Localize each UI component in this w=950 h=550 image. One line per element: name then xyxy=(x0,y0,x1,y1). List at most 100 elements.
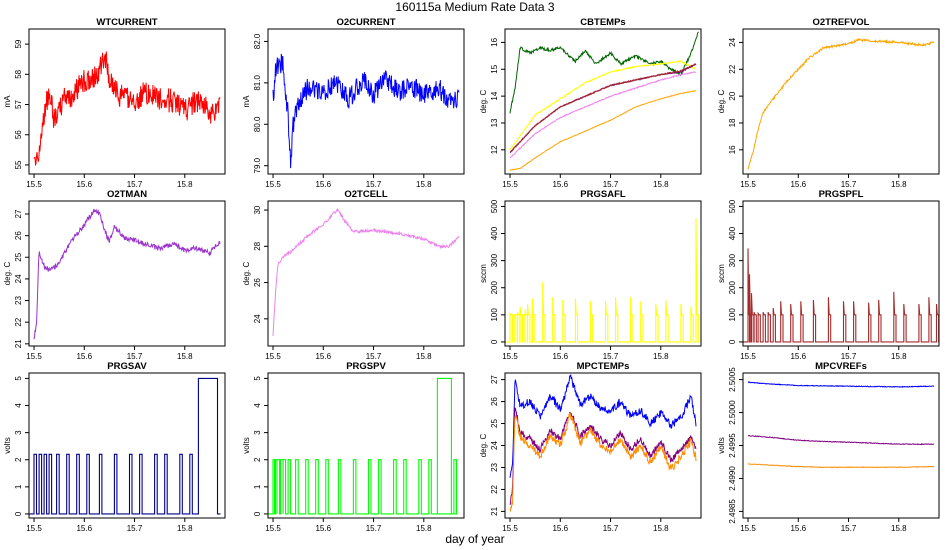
y-axis-label: deg. C xyxy=(3,261,12,285)
y-tick-label: 30 xyxy=(253,205,262,214)
y-tick-label: 2.5005 xyxy=(728,367,737,392)
y-tick-label: 25 xyxy=(490,419,499,428)
y-axis: 24 26 28 30 xyxy=(253,205,268,323)
y-tick-label: 0 xyxy=(253,511,262,516)
series-cb-yellow xyxy=(509,59,697,150)
series-vref-orange xyxy=(747,463,935,469)
panel-o2trefvol: O2TREFVOL 15.5 15.6 15.7 15.8 16 18 20 22 24 deg. … xyxy=(717,17,940,189)
y-axis-label: volts xyxy=(3,437,12,453)
x-tick-label: 15.6 xyxy=(790,180,806,189)
series-wtcurrent xyxy=(33,50,221,167)
x-tick-label: 15.7 xyxy=(127,180,143,189)
x-axis: 15.5 15.6 15.7 15.8 xyxy=(26,518,193,533)
plot-frame xyxy=(742,372,940,519)
y-tick-label: 100 xyxy=(728,308,737,322)
x-tick-label: 15.7 xyxy=(366,352,382,361)
plot-frame xyxy=(28,372,226,519)
data-series-group xyxy=(509,31,699,171)
x-tick-label: 15.7 xyxy=(841,524,857,533)
y-tick-label: 22 xyxy=(490,484,499,493)
y-tick-label: 22 xyxy=(14,317,23,326)
y-tick-label: 300 xyxy=(728,253,737,267)
y-tick-label: 3 xyxy=(14,430,23,435)
panel-o2tcell: O2TCELL 15.5 15.6 15.7 15.8 24 26 28 30 deg. C xyxy=(242,189,465,361)
x-tick-label: 15.6 xyxy=(315,180,331,189)
y-tick-label: 300 xyxy=(490,253,499,267)
x-tick-label: 15.8 xyxy=(416,180,432,189)
y-axis-label: deg. C xyxy=(479,89,488,113)
series-cb-green xyxy=(509,31,699,114)
panel-title: PRGSAFL xyxy=(580,189,626,200)
y-axis-label: mA xyxy=(3,95,12,108)
plot-frame xyxy=(504,200,702,347)
y-tick-label: 18 xyxy=(728,118,737,127)
x-tick-label: 15.6 xyxy=(552,180,568,189)
panel-wtcurrent: WTCURRENT 15.5 15.6 15.7 15.8 55 56 57 58 59 mA xyxy=(3,17,226,189)
x-tick-label: 15.7 xyxy=(127,524,143,533)
x-tick-label: 15.7 xyxy=(127,352,143,361)
x-tick-label: 15.8 xyxy=(653,352,669,361)
series-prgsav xyxy=(29,377,221,515)
y-axis: 79.0 80.0 81.0 82.0 xyxy=(253,33,268,174)
y-tick-label: 23 xyxy=(490,462,499,471)
y-tick-label: 21 xyxy=(490,506,499,515)
series-cb-orange xyxy=(509,90,697,171)
series-o2current xyxy=(272,53,460,169)
y-tick-label: 23 xyxy=(14,296,23,305)
y-tick-label: 200 xyxy=(490,281,499,295)
data-series-group xyxy=(743,248,939,343)
x-tick-label: 15.8 xyxy=(416,524,432,533)
panel-title: PRGSPV xyxy=(346,361,386,372)
panel-title: O2CURRENT xyxy=(336,17,395,28)
x-axis: 15.5 15.6 15.7 15.8 xyxy=(740,346,907,361)
plot-frame xyxy=(267,200,465,347)
y-tick-label: 0 xyxy=(14,511,23,516)
plot-frame xyxy=(267,372,465,519)
panel-prgsafl: PRGSAFL 15.5 15.6 15.7 15.8 0 100 200 300 400 500 s… xyxy=(479,189,702,361)
y-axis-label: deg. C xyxy=(717,89,726,113)
panel-o2tman: O2TMAN 15.5 15.6 15.7 15.8 21 22 23 24 25 26 27 deg.… xyxy=(3,189,226,361)
series-mpc-purple xyxy=(509,407,697,505)
panel-title: MPCVREFs xyxy=(815,361,867,372)
y-tick-label: 5 xyxy=(14,376,23,381)
x-tick-label: 15.6 xyxy=(552,352,568,361)
y-tick-label: 58 xyxy=(14,69,23,78)
x-tick-label: 15.5 xyxy=(502,352,518,361)
data-series-group xyxy=(268,377,458,515)
y-axis: 0 100 200 300 400 500 xyxy=(728,199,743,344)
series-cb-brown xyxy=(509,63,696,153)
x-axis: 15.5 15.6 15.7 15.8 xyxy=(740,518,907,533)
panel-title: PRGSAV xyxy=(107,361,147,372)
y-tick-label: 1 xyxy=(14,484,23,489)
y-tick-label: 3 xyxy=(253,430,262,435)
y-tick-label: 5 xyxy=(253,376,262,381)
x-tick-label: 15.5 xyxy=(740,180,756,189)
series-mpc-orange xyxy=(509,412,697,513)
series-cb-purple xyxy=(509,63,697,154)
x-tick-label: 15.6 xyxy=(76,524,92,533)
y-tick-label: 59 xyxy=(14,39,23,48)
y-tick-label: 82.0 xyxy=(253,33,262,49)
y-tick-label: 15 xyxy=(490,64,499,73)
y-tick-label: 4 xyxy=(14,403,23,408)
data-series-group xyxy=(33,208,221,340)
data-series-group xyxy=(747,37,935,170)
y-axis: 0 100 200 300 400 500 xyxy=(490,199,505,344)
x-tick-label: 15.7 xyxy=(841,352,857,361)
plot-frame xyxy=(28,200,226,347)
x-axis: 15.5 15.6 15.7 15.8 xyxy=(26,174,193,189)
y-axis: 16 18 20 22 24 xyxy=(728,37,743,154)
y-tick-label: 12 xyxy=(490,145,499,154)
y-axis: 12 13 14 15 16 xyxy=(490,37,505,154)
y-tick-label: 21 xyxy=(14,339,23,348)
x-tick-label: 15.8 xyxy=(891,352,907,361)
panel-title: WTCURRENT xyxy=(96,17,157,28)
x-tick-label: 15.5 xyxy=(265,352,281,361)
y-tick-label: 100 xyxy=(490,308,499,322)
x-tick-label: 15.6 xyxy=(76,180,92,189)
y-tick-label: 28 xyxy=(253,241,262,250)
y-tick-label: 24 xyxy=(490,441,499,450)
y-tick-label: 2 xyxy=(14,457,23,462)
y-tick-label: 1 xyxy=(253,484,262,489)
